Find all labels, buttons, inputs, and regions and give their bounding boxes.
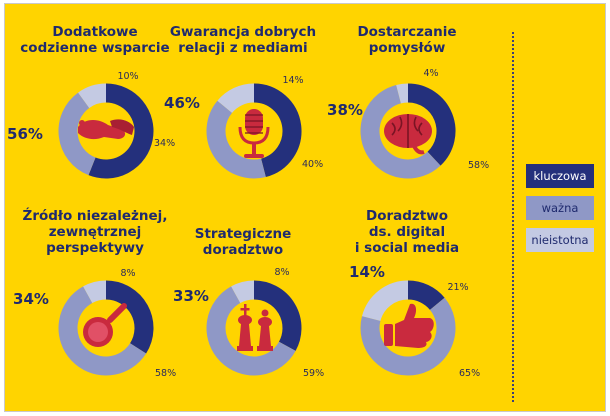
- value-label-wazna: 58%: [468, 160, 489, 171]
- value-label-nieistotna: 4%: [423, 68, 438, 79]
- chart-title-line: zewnętrznej: [48, 224, 142, 240]
- value-label-nieistotna: 8%: [274, 267, 289, 278]
- donut-segment-kluczowa: [407, 83, 456, 166]
- chart-title-line: pomysłów: [368, 40, 446, 56]
- donut-segment-nieistotna: [78, 83, 107, 109]
- value-label-wazna: 40%: [302, 159, 323, 170]
- magnifier-icon: [83, 303, 127, 347]
- donut-segment-kluczowa: [253, 280, 302, 351]
- chart-title-line: codzienne wsparcie: [20, 40, 170, 56]
- chart-title-line: Dostarczanie: [357, 24, 457, 40]
- donut-chart: 56% 34% 10%: [7, 71, 175, 179]
- chart-title-line: perspektywy: [46, 240, 144, 256]
- value-label-nieistotna: 21%: [447, 282, 468, 293]
- chart-title-line: doradztwo: [202, 242, 284, 258]
- donut-chart: 38% 58% 4%: [327, 68, 489, 179]
- chart-title: Strategiczne doradztwo: [153, 226, 333, 258]
- chart-title-line: relacji z mediami: [178, 40, 308, 56]
- infographic-canvas: kluczowa ważna nieistotna Dodatkowe codzien…: [4, 3, 606, 412]
- chart-title-line: i social media: [354, 240, 460, 256]
- donut-chart: 46% 40% 14%: [164, 75, 323, 179]
- chart-title: Dostarczanie pomysłów: [317, 24, 497, 56]
- value-label-kluczowa: 56%: [7, 125, 43, 143]
- microphone-icon: [238, 109, 270, 158]
- chart-title: Gwarancja dobrych relacji z mediami: [153, 24, 333, 56]
- value-label-nieistotna: 10%: [117, 71, 138, 82]
- value-label-wazna: 58%: [155, 368, 176, 379]
- chart-title-line: Źródło niezależnej,: [22, 208, 168, 224]
- chart-title-line: ds. digital: [368, 224, 446, 240]
- donut-segment-ważna: [206, 100, 266, 179]
- chart-title: Źródło niezależnej, zewnętrznej perspektyw…: [5, 208, 185, 256]
- donut-segment-ważna: [58, 92, 97, 176]
- donut-segment-nieistotna: [231, 280, 255, 304]
- value-label-kluczowa: 14%: [349, 263, 385, 281]
- donut-segment-ważna: [360, 84, 441, 179]
- donut-segment-ważna: [206, 286, 296, 376]
- donut-segment-nieistotna: [217, 83, 255, 114]
- donut-segment-kluczowa: [253, 83, 302, 178]
- brain-icon: [384, 114, 432, 155]
- value-label-wazna: 34%: [154, 138, 175, 149]
- legend-item-kluczowa: kluczowa: [526, 164, 594, 188]
- value-label-wazna: 59%: [303, 368, 324, 379]
- donut-segment-kluczowa: [407, 280, 445, 311]
- chart-title: Doradztwo ds. digital i social media: [317, 208, 497, 256]
- legend-divider: [512, 32, 514, 402]
- value-label-kluczowa: 38%: [327, 101, 363, 119]
- donut-segment-nieistotna: [396, 83, 409, 104]
- donut-chart: 14% 65% 21%: [349, 263, 480, 379]
- donut-chart: 33% 59% 8%: [173, 267, 324, 379]
- value-label-kluczowa: 46%: [164, 94, 200, 112]
- value-label-nieistotna: 8%: [120, 268, 135, 279]
- donut-segment-ważna: [360, 297, 456, 376]
- chart-title: Dodatkowe codzienne wsparcie: [5, 24, 185, 56]
- chart-title-line: Doradztwo: [366, 208, 448, 224]
- value-label-kluczowa: 33%: [173, 287, 209, 305]
- value-label-nieistotna: 14%: [282, 75, 303, 86]
- legend-item-nieistotna: nieistotna: [526, 228, 594, 252]
- chart-title-line: Dodatkowe: [52, 24, 138, 40]
- donut-segment-ważna: [58, 286, 147, 376]
- donut-segment-kluczowa: [105, 280, 154, 354]
- donut-segment-nieistotna: [83, 280, 107, 304]
- chart-title-line: Strategiczne: [194, 226, 292, 242]
- chart-title-line: Gwarancja dobrych: [169, 24, 317, 40]
- value-label-wazna: 65%: [459, 368, 480, 379]
- thumbs-up-icon: [384, 303, 434, 348]
- donut-segment-kluczowa: [88, 83, 154, 179]
- value-label-kluczowa: 34%: [13, 290, 49, 308]
- legend-item-ważna: ważna: [526, 196, 594, 220]
- donut-segment-nieistotna: [361, 280, 409, 322]
- handshake-icon: [78, 119, 134, 140]
- chess-icon: [237, 304, 273, 351]
- donut-chart: 34% 58% 8%: [13, 268, 176, 379]
